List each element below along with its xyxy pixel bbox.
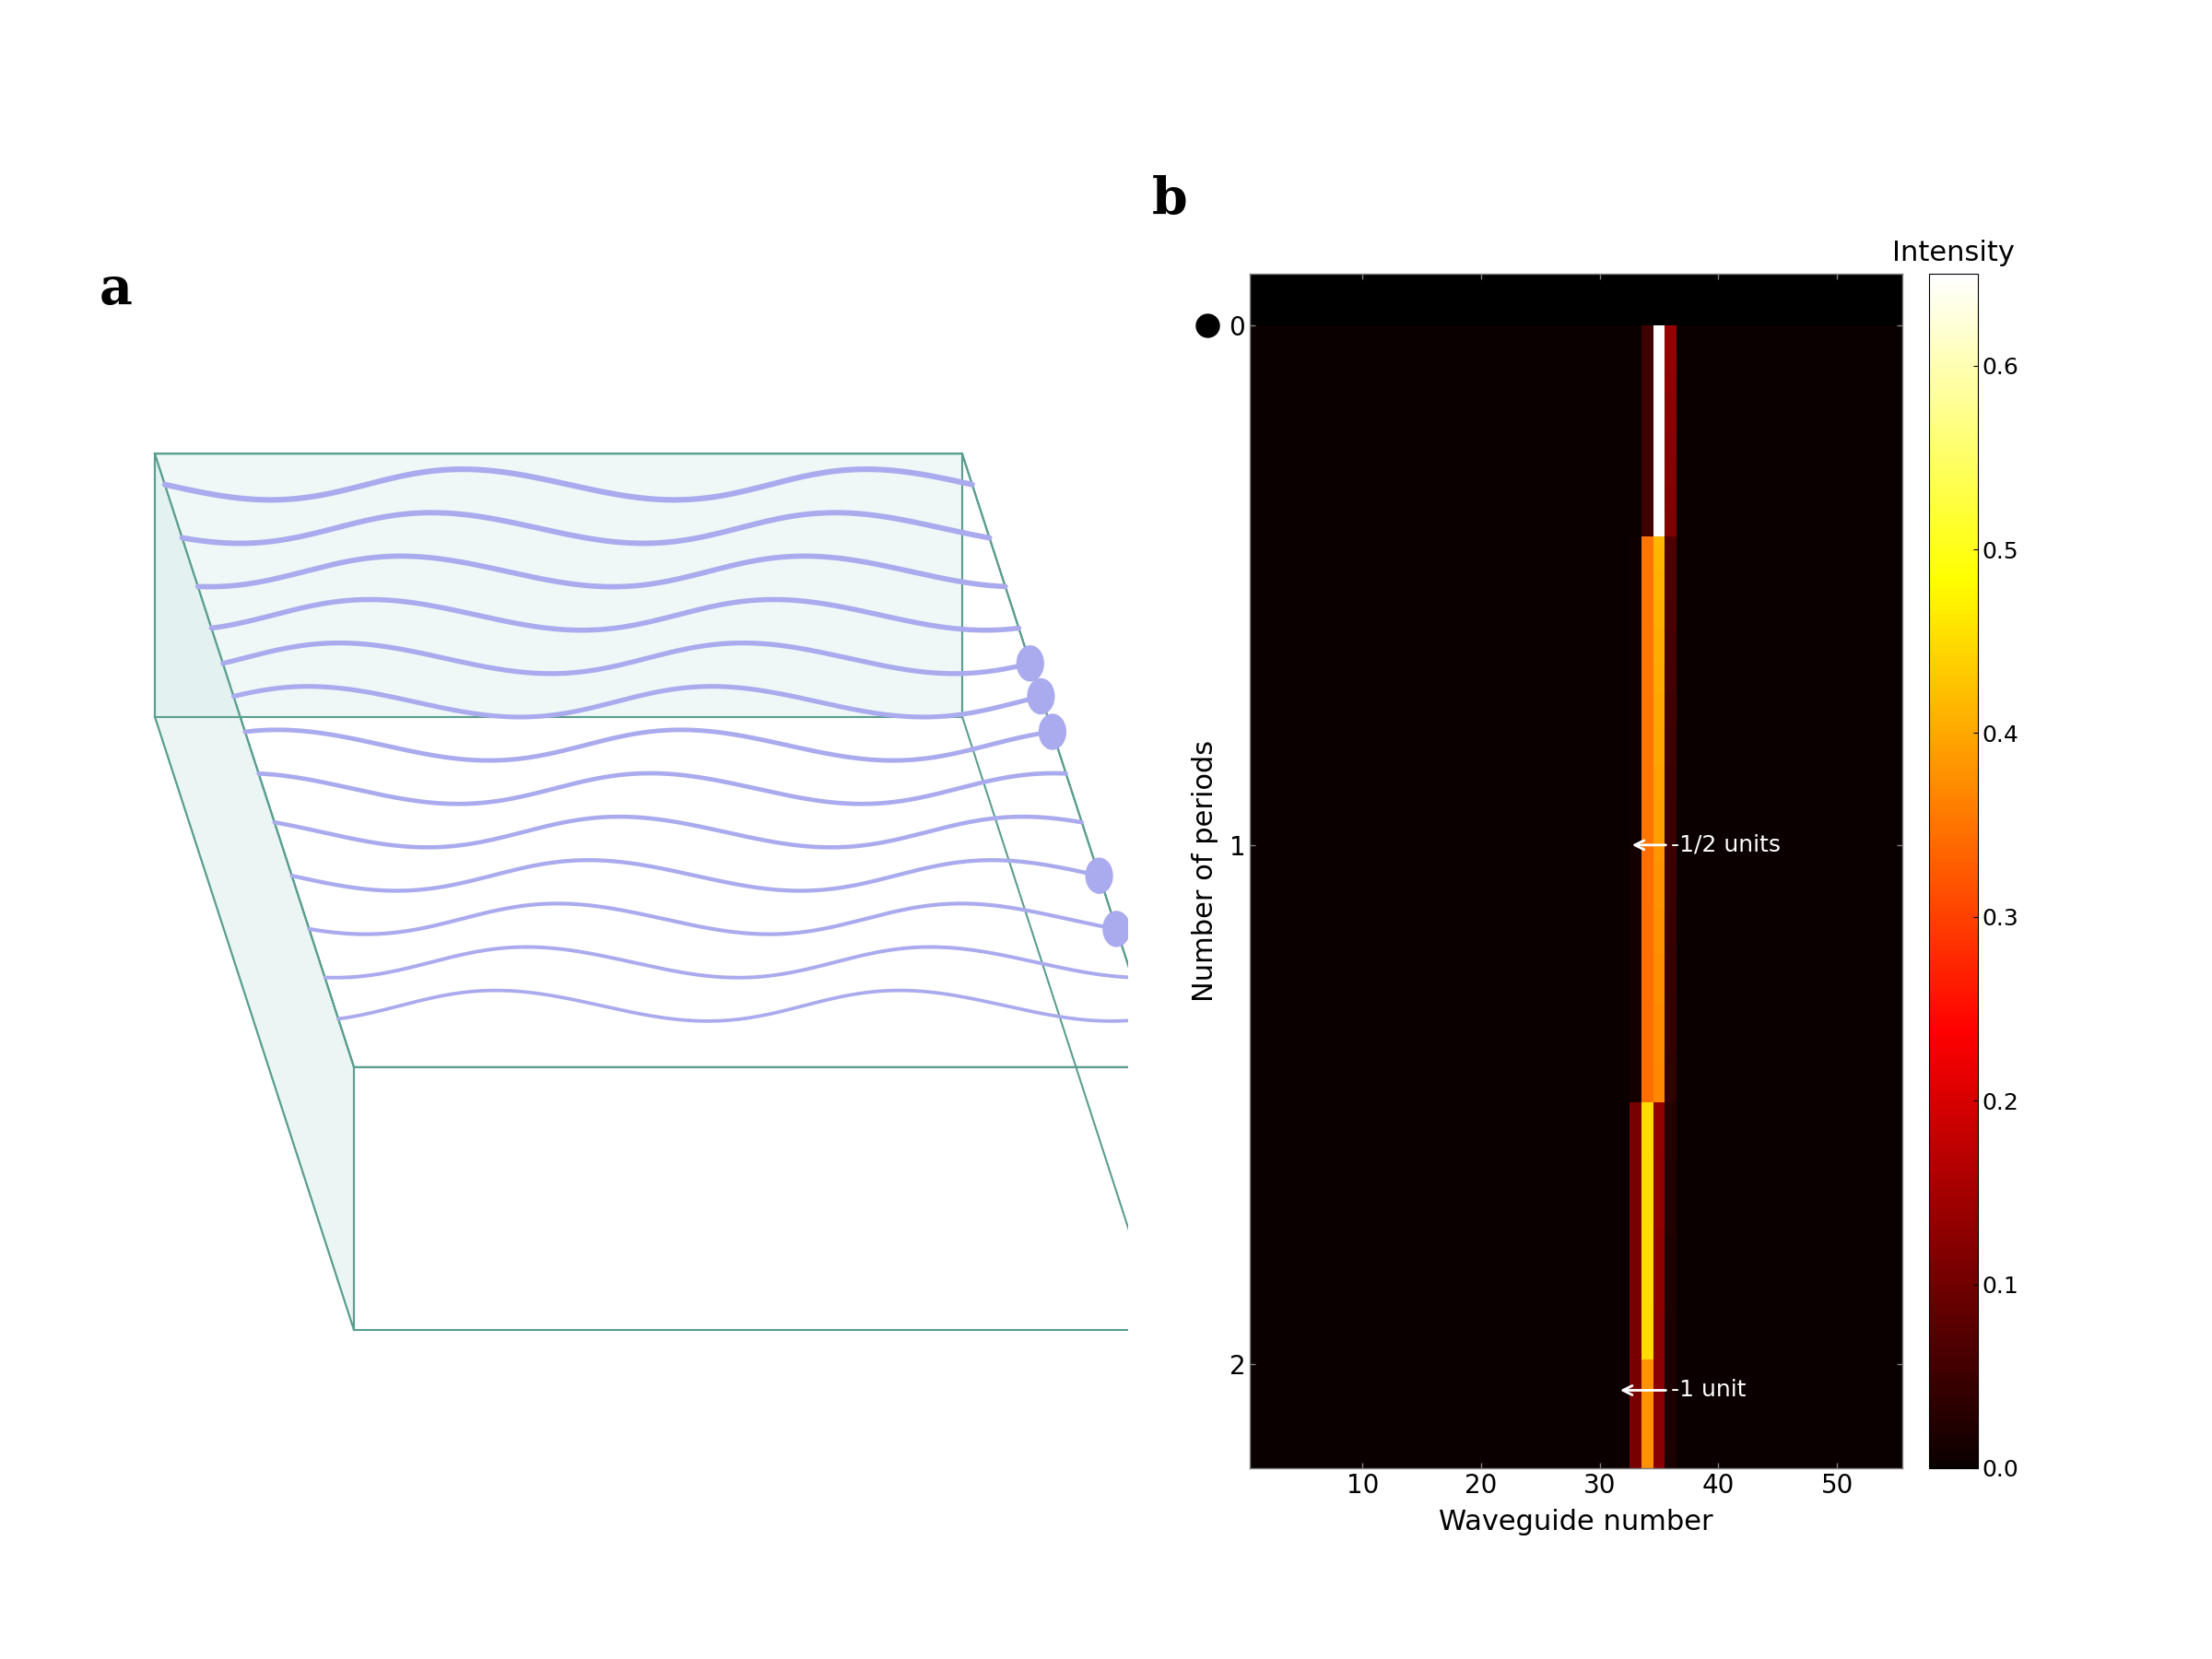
Text: a: a — [100, 264, 133, 315]
Title: Intensity: Intensity — [1891, 241, 2015, 267]
Text: -1 unit: -1 unit — [1624, 1379, 1745, 1402]
Y-axis label: Number of periods: Number of periods — [1192, 740, 1219, 1002]
Circle shape — [1040, 715, 1066, 750]
X-axis label: Waveguide number: Waveguide number — [1438, 1508, 1714, 1536]
Circle shape — [1018, 645, 1044, 680]
Circle shape — [1104, 911, 1130, 947]
Polygon shape — [155, 455, 354, 1331]
Text: -1/2 units: -1/2 units — [1635, 834, 1781, 856]
Text: b: b — [1152, 176, 1188, 226]
Polygon shape — [155, 455, 962, 717]
Polygon shape — [155, 455, 1161, 1067]
Circle shape — [1029, 679, 1055, 713]
Circle shape — [1086, 858, 1113, 893]
